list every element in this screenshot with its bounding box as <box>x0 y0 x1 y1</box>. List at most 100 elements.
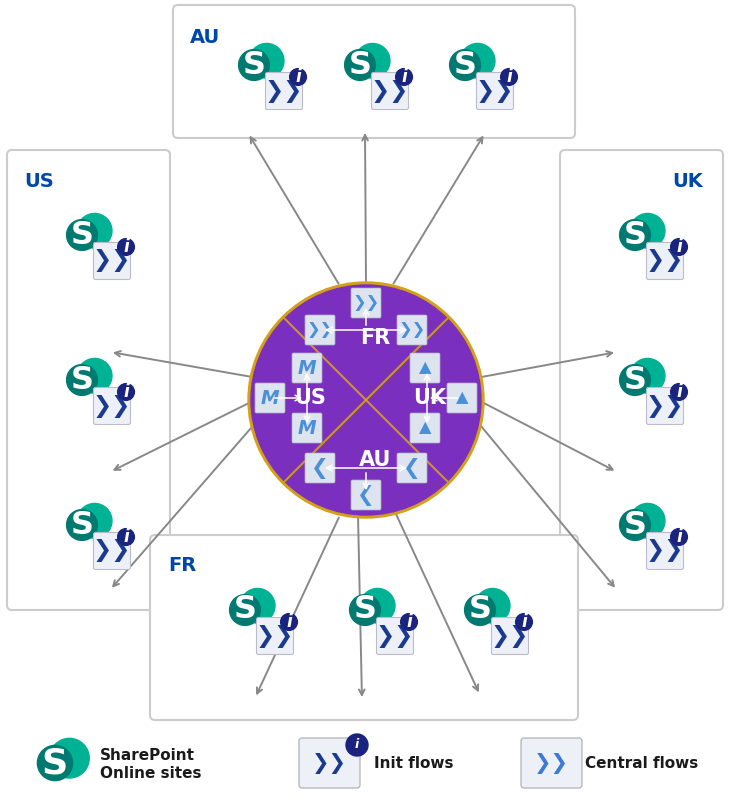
Text: S: S <box>348 49 372 81</box>
FancyBboxPatch shape <box>305 315 335 345</box>
Circle shape <box>118 528 134 545</box>
FancyBboxPatch shape <box>255 383 285 413</box>
FancyBboxPatch shape <box>351 480 381 510</box>
FancyBboxPatch shape <box>299 738 360 788</box>
FancyBboxPatch shape <box>305 453 335 483</box>
FancyBboxPatch shape <box>265 73 303 109</box>
FancyBboxPatch shape <box>94 388 130 425</box>
Text: ❯❯: ❯❯ <box>306 322 334 338</box>
Text: AU: AU <box>359 450 391 470</box>
Circle shape <box>281 613 298 630</box>
Circle shape <box>67 219 97 251</box>
Text: i: i <box>123 238 129 256</box>
Text: ❯❯: ❯❯ <box>256 625 294 647</box>
FancyBboxPatch shape <box>94 243 130 279</box>
FancyBboxPatch shape <box>377 617 413 654</box>
Circle shape <box>619 510 650 540</box>
Circle shape <box>67 365 97 396</box>
Circle shape <box>671 383 688 400</box>
FancyBboxPatch shape <box>351 288 381 318</box>
Circle shape <box>290 69 306 85</box>
Text: M: M <box>298 358 317 378</box>
Text: i: i <box>676 528 682 546</box>
FancyBboxPatch shape <box>560 150 723 610</box>
Text: UK: UK <box>672 172 703 191</box>
Text: AU: AU <box>190 28 220 47</box>
Circle shape <box>37 745 73 781</box>
FancyBboxPatch shape <box>292 413 322 443</box>
Text: ❯❯: ❯❯ <box>93 540 131 562</box>
Circle shape <box>248 282 484 518</box>
Circle shape <box>630 503 665 538</box>
Text: S: S <box>454 49 476 81</box>
Circle shape <box>460 44 495 78</box>
Text: ❯❯: ❯❯ <box>93 395 131 417</box>
Text: ❯❯: ❯❯ <box>93 249 131 273</box>
Circle shape <box>118 383 134 400</box>
Circle shape <box>401 613 417 630</box>
Circle shape <box>118 239 134 256</box>
Text: i: i <box>355 739 359 752</box>
FancyBboxPatch shape <box>397 315 427 345</box>
Text: ❯❯: ❯❯ <box>491 625 529 647</box>
Text: ❯❯: ❯❯ <box>376 625 414 647</box>
Text: i: i <box>521 613 527 631</box>
Circle shape <box>619 365 650 396</box>
Text: ❮: ❮ <box>357 485 375 506</box>
Circle shape <box>345 49 375 80</box>
Text: Central flows: Central flows <box>585 756 699 770</box>
Text: i: i <box>676 238 682 256</box>
FancyBboxPatch shape <box>257 617 293 654</box>
Circle shape <box>77 358 112 393</box>
FancyBboxPatch shape <box>292 353 322 383</box>
Text: M: M <box>261 388 279 408</box>
Circle shape <box>475 588 510 623</box>
Text: S: S <box>624 510 647 540</box>
Text: i: i <box>295 68 301 86</box>
FancyBboxPatch shape <box>476 73 514 109</box>
FancyBboxPatch shape <box>647 532 683 570</box>
Text: ▲: ▲ <box>419 421 431 435</box>
Text: S: S <box>624 365 647 396</box>
Text: ▲: ▲ <box>456 391 468 405</box>
Text: SharePoint: SharePoint <box>100 748 195 763</box>
Text: Online sites: Online sites <box>100 765 202 781</box>
FancyBboxPatch shape <box>173 5 575 138</box>
Text: i: i <box>123 383 129 401</box>
Text: ❯❯: ❯❯ <box>476 79 514 103</box>
Text: i: i <box>123 528 129 546</box>
FancyBboxPatch shape <box>94 532 130 570</box>
Circle shape <box>77 503 112 538</box>
Text: ❯❯: ❯❯ <box>353 295 380 311</box>
Text: US: US <box>24 172 54 191</box>
Text: i: i <box>401 68 407 86</box>
Text: i: i <box>406 613 412 631</box>
Text: M: M <box>298 418 317 438</box>
Text: US: US <box>294 388 326 408</box>
Circle shape <box>251 285 481 515</box>
Circle shape <box>350 595 380 625</box>
Text: Init flows: Init flows <box>374 756 454 770</box>
Text: ❯❯: ❯❯ <box>398 322 426 338</box>
Text: S: S <box>234 595 257 625</box>
Circle shape <box>249 44 284 78</box>
Text: S: S <box>70 510 94 540</box>
FancyBboxPatch shape <box>410 413 440 443</box>
Text: i: i <box>507 68 512 86</box>
Text: ❯❯: ❯❯ <box>534 752 569 773</box>
Circle shape <box>356 44 390 78</box>
Circle shape <box>501 69 517 85</box>
FancyBboxPatch shape <box>521 738 582 788</box>
FancyBboxPatch shape <box>492 617 528 654</box>
Text: ❯❯: ❯❯ <box>312 752 347 773</box>
FancyBboxPatch shape <box>410 353 440 383</box>
Text: S: S <box>624 219 647 251</box>
Text: ▲: ▲ <box>419 361 431 375</box>
Text: ❯❯: ❯❯ <box>646 395 684 417</box>
Circle shape <box>630 214 665 248</box>
FancyBboxPatch shape <box>372 73 408 109</box>
Text: UK: UK <box>413 388 446 408</box>
Text: ❯❯: ❯❯ <box>265 79 303 103</box>
Text: S: S <box>42 746 68 780</box>
Circle shape <box>619 219 650 251</box>
